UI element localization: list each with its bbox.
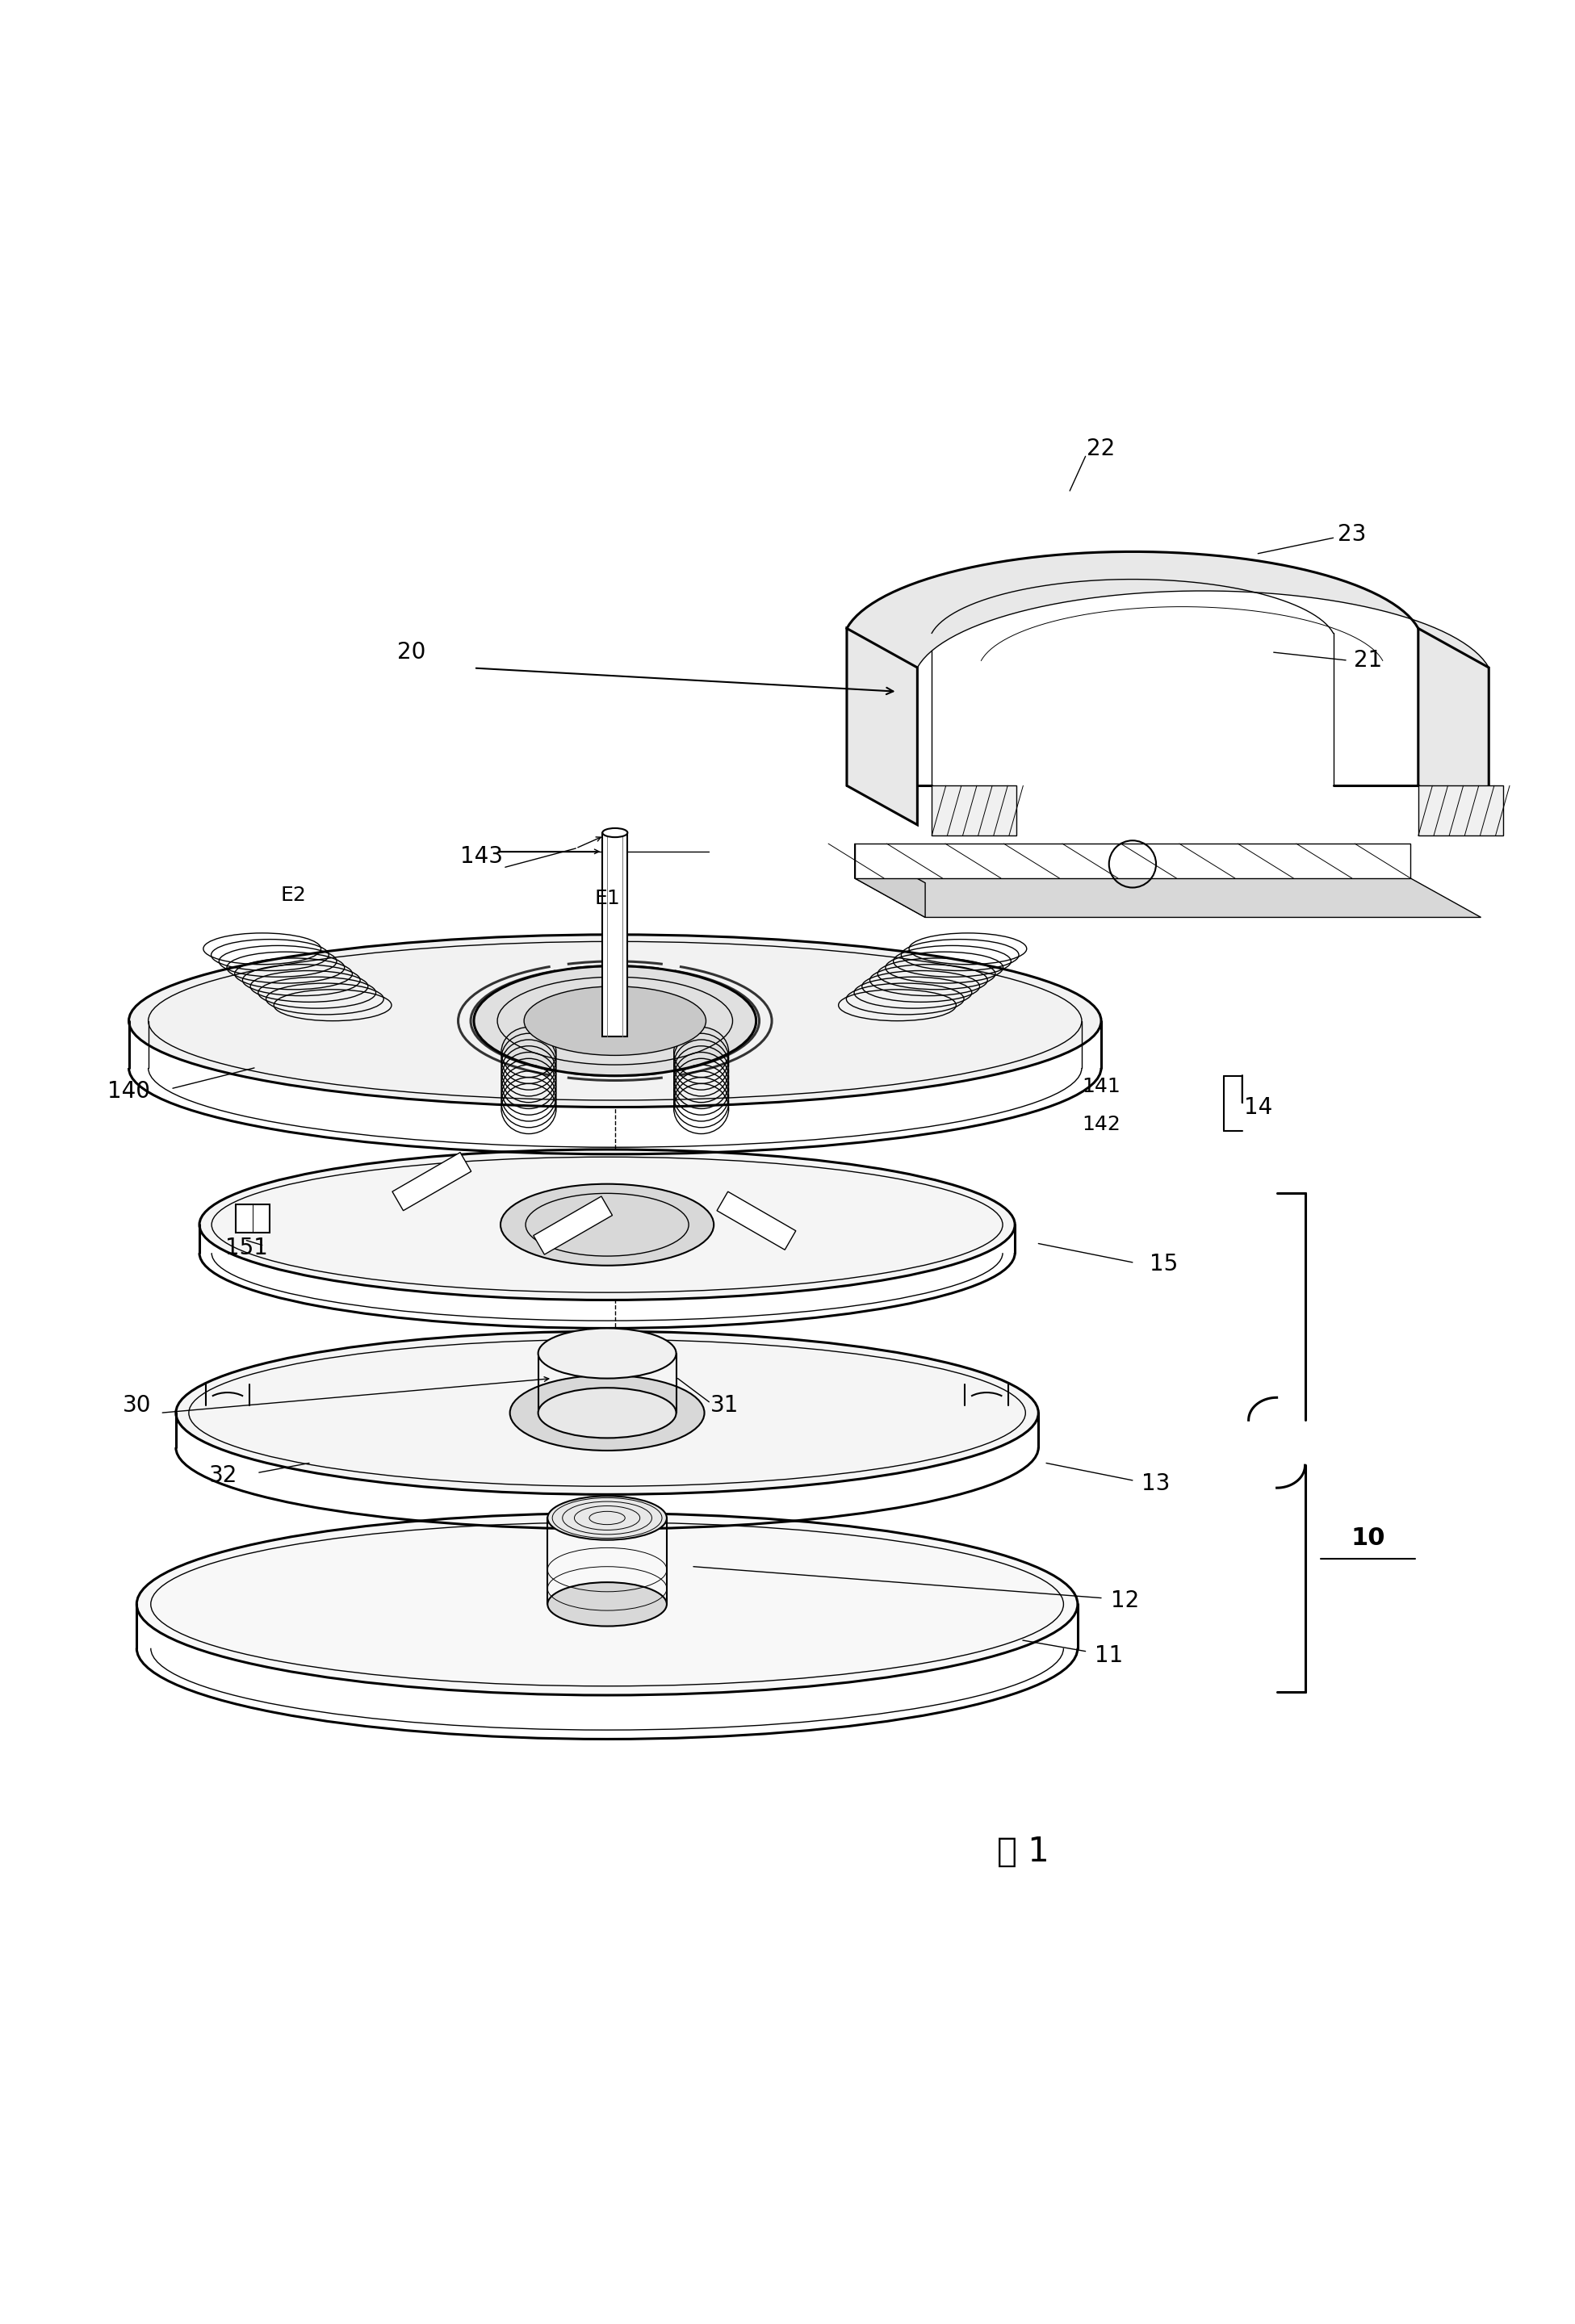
Text: E2: E2 bbox=[280, 885, 307, 904]
Text: 10: 10 bbox=[1351, 1527, 1384, 1550]
Text: 30: 30 bbox=[123, 1394, 151, 1415]
Text: 13: 13 bbox=[1142, 1471, 1170, 1494]
Ellipse shape bbox=[129, 934, 1101, 1106]
Bar bbox=[1418, 786, 1503, 837]
Polygon shape bbox=[847, 627, 917, 825]
Text: 23: 23 bbox=[1337, 523, 1367, 546]
Text: 31: 31 bbox=[710, 1394, 739, 1415]
Polygon shape bbox=[855, 878, 1480, 918]
Text: 11: 11 bbox=[1095, 1645, 1123, 1666]
Text: 15: 15 bbox=[1150, 1253, 1178, 1276]
Ellipse shape bbox=[176, 1332, 1038, 1494]
Text: 140: 140 bbox=[107, 1081, 150, 1102]
Text: 22: 22 bbox=[1087, 437, 1115, 460]
Polygon shape bbox=[847, 551, 1488, 667]
Ellipse shape bbox=[501, 1183, 713, 1267]
Ellipse shape bbox=[200, 1150, 1014, 1299]
Text: 14: 14 bbox=[1244, 1097, 1273, 1118]
Bar bbox=[392, 1153, 471, 1211]
Text: 32: 32 bbox=[208, 1464, 238, 1487]
Ellipse shape bbox=[548, 1497, 666, 1541]
Bar bbox=[932, 786, 1017, 837]
Bar bbox=[603, 832, 627, 1037]
Ellipse shape bbox=[539, 1387, 676, 1439]
Ellipse shape bbox=[137, 1513, 1077, 1694]
Text: 12: 12 bbox=[1110, 1590, 1139, 1613]
Polygon shape bbox=[855, 844, 925, 918]
Bar bbox=[855, 844, 1410, 878]
Text: 20: 20 bbox=[397, 641, 425, 665]
Text: 21: 21 bbox=[1353, 648, 1381, 672]
Bar bbox=[717, 1192, 795, 1250]
Text: 151: 151 bbox=[225, 1236, 268, 1260]
Bar bbox=[534, 1197, 613, 1255]
Text: 141: 141 bbox=[1082, 1076, 1120, 1097]
Ellipse shape bbox=[548, 1583, 666, 1627]
Ellipse shape bbox=[510, 1376, 704, 1450]
Text: 142: 142 bbox=[1082, 1116, 1120, 1134]
Ellipse shape bbox=[524, 985, 706, 1055]
Ellipse shape bbox=[474, 967, 756, 1076]
Text: E1: E1 bbox=[594, 888, 621, 909]
Ellipse shape bbox=[603, 827, 627, 837]
Bar bbox=[236, 1204, 269, 1232]
Ellipse shape bbox=[539, 1329, 676, 1378]
Polygon shape bbox=[1418, 627, 1488, 825]
Text: 图 1: 图 1 bbox=[997, 1836, 1049, 1868]
Text: 143: 143 bbox=[460, 846, 502, 867]
